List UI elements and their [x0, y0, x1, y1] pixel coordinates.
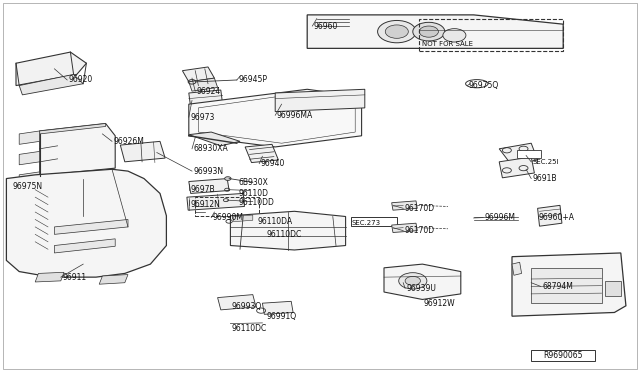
- Text: 96990M: 96990M: [212, 213, 243, 222]
- Text: 68794M: 68794M: [542, 282, 573, 291]
- Polygon shape: [189, 90, 223, 108]
- Circle shape: [225, 177, 231, 180]
- Circle shape: [385, 25, 408, 38]
- Polygon shape: [120, 141, 165, 162]
- Polygon shape: [230, 211, 346, 250]
- Polygon shape: [218, 295, 256, 310]
- Polygon shape: [182, 67, 214, 82]
- Text: 96960+A: 96960+A: [539, 213, 575, 222]
- Text: 96911: 96911: [62, 273, 86, 282]
- Text: 96996M: 96996M: [484, 213, 515, 222]
- Text: R9690065: R9690065: [543, 351, 583, 360]
- Bar: [195, 197, 259, 216]
- Polygon shape: [16, 52, 86, 86]
- Circle shape: [405, 276, 420, 285]
- Text: 96920: 96920: [68, 76, 93, 84]
- Text: 9697B: 9697B: [190, 185, 214, 194]
- Polygon shape: [307, 15, 563, 48]
- Text: 96973: 96973: [190, 113, 214, 122]
- Polygon shape: [275, 89, 365, 112]
- Text: 96926M: 96926M: [113, 137, 144, 146]
- Text: 96110DC: 96110DC: [232, 324, 267, 333]
- Circle shape: [378, 20, 416, 43]
- Circle shape: [413, 22, 445, 41]
- Bar: [517, 150, 541, 158]
- Polygon shape: [54, 239, 115, 253]
- Text: 96945P: 96945P: [238, 76, 267, 84]
- Polygon shape: [245, 144, 278, 163]
- Polygon shape: [538, 205, 562, 226]
- Polygon shape: [234, 215, 253, 222]
- Text: 96170D: 96170D: [404, 204, 435, 213]
- Text: 96993Q: 96993Q: [232, 302, 262, 311]
- Text: 96110DC: 96110DC: [267, 230, 302, 239]
- Polygon shape: [262, 301, 293, 314]
- Circle shape: [399, 273, 427, 289]
- Text: 68930XA: 68930XA: [193, 144, 228, 153]
- Text: SEC.273: SEC.273: [352, 220, 381, 226]
- Text: 9691B: 9691B: [532, 174, 557, 183]
- Text: 6B930X: 6B930X: [238, 178, 268, 187]
- Polygon shape: [384, 264, 461, 299]
- Polygon shape: [392, 223, 417, 232]
- Polygon shape: [40, 124, 115, 176]
- Text: NOT FOR SALE: NOT FOR SALE: [422, 41, 474, 46]
- Polygon shape: [512, 253, 626, 316]
- Text: 96996MA: 96996MA: [276, 111, 313, 120]
- Polygon shape: [499, 143, 538, 166]
- Bar: [531, 350, 595, 361]
- Text: 96110DD: 96110DD: [238, 198, 274, 207]
- Circle shape: [443, 29, 466, 42]
- Text: 96912W: 96912W: [424, 299, 455, 308]
- Text: 96940: 96940: [260, 159, 285, 168]
- Polygon shape: [54, 219, 128, 234]
- Bar: [531, 268, 602, 303]
- Polygon shape: [189, 132, 240, 146]
- Polygon shape: [35, 272, 64, 282]
- Polygon shape: [19, 131, 40, 144]
- Text: 96975N: 96975N: [13, 182, 43, 190]
- Polygon shape: [512, 262, 522, 275]
- Polygon shape: [189, 179, 229, 193]
- Polygon shape: [19, 172, 40, 185]
- Text: 96991Q: 96991Q: [267, 312, 297, 321]
- Polygon shape: [189, 78, 218, 91]
- Bar: [605, 281, 621, 296]
- Polygon shape: [19, 151, 40, 165]
- Polygon shape: [18, 180, 35, 190]
- Text: 96993N: 96993N: [193, 167, 223, 176]
- Text: 96170D: 96170D: [404, 226, 435, 235]
- Text: 96110DA: 96110DA: [257, 217, 292, 226]
- Bar: [419, 19, 563, 51]
- Text: 96975Q: 96975Q: [468, 81, 499, 90]
- Polygon shape: [392, 201, 417, 210]
- Text: 96924: 96924: [196, 87, 221, 96]
- Polygon shape: [19, 74, 83, 95]
- Polygon shape: [99, 275, 128, 284]
- Polygon shape: [499, 157, 534, 178]
- Text: 96110D: 96110D: [238, 189, 268, 198]
- Text: 96960: 96960: [314, 22, 338, 31]
- Polygon shape: [189, 89, 362, 147]
- Text: 96939U: 96939U: [406, 284, 436, 293]
- Text: SEC.25I: SEC.25I: [532, 159, 559, 165]
- Polygon shape: [187, 193, 244, 210]
- Circle shape: [419, 26, 438, 37]
- Text: 96912N: 96912N: [190, 200, 220, 209]
- Bar: [351, 217, 397, 226]
- Polygon shape: [6, 169, 166, 277]
- Polygon shape: [40, 124, 106, 134]
